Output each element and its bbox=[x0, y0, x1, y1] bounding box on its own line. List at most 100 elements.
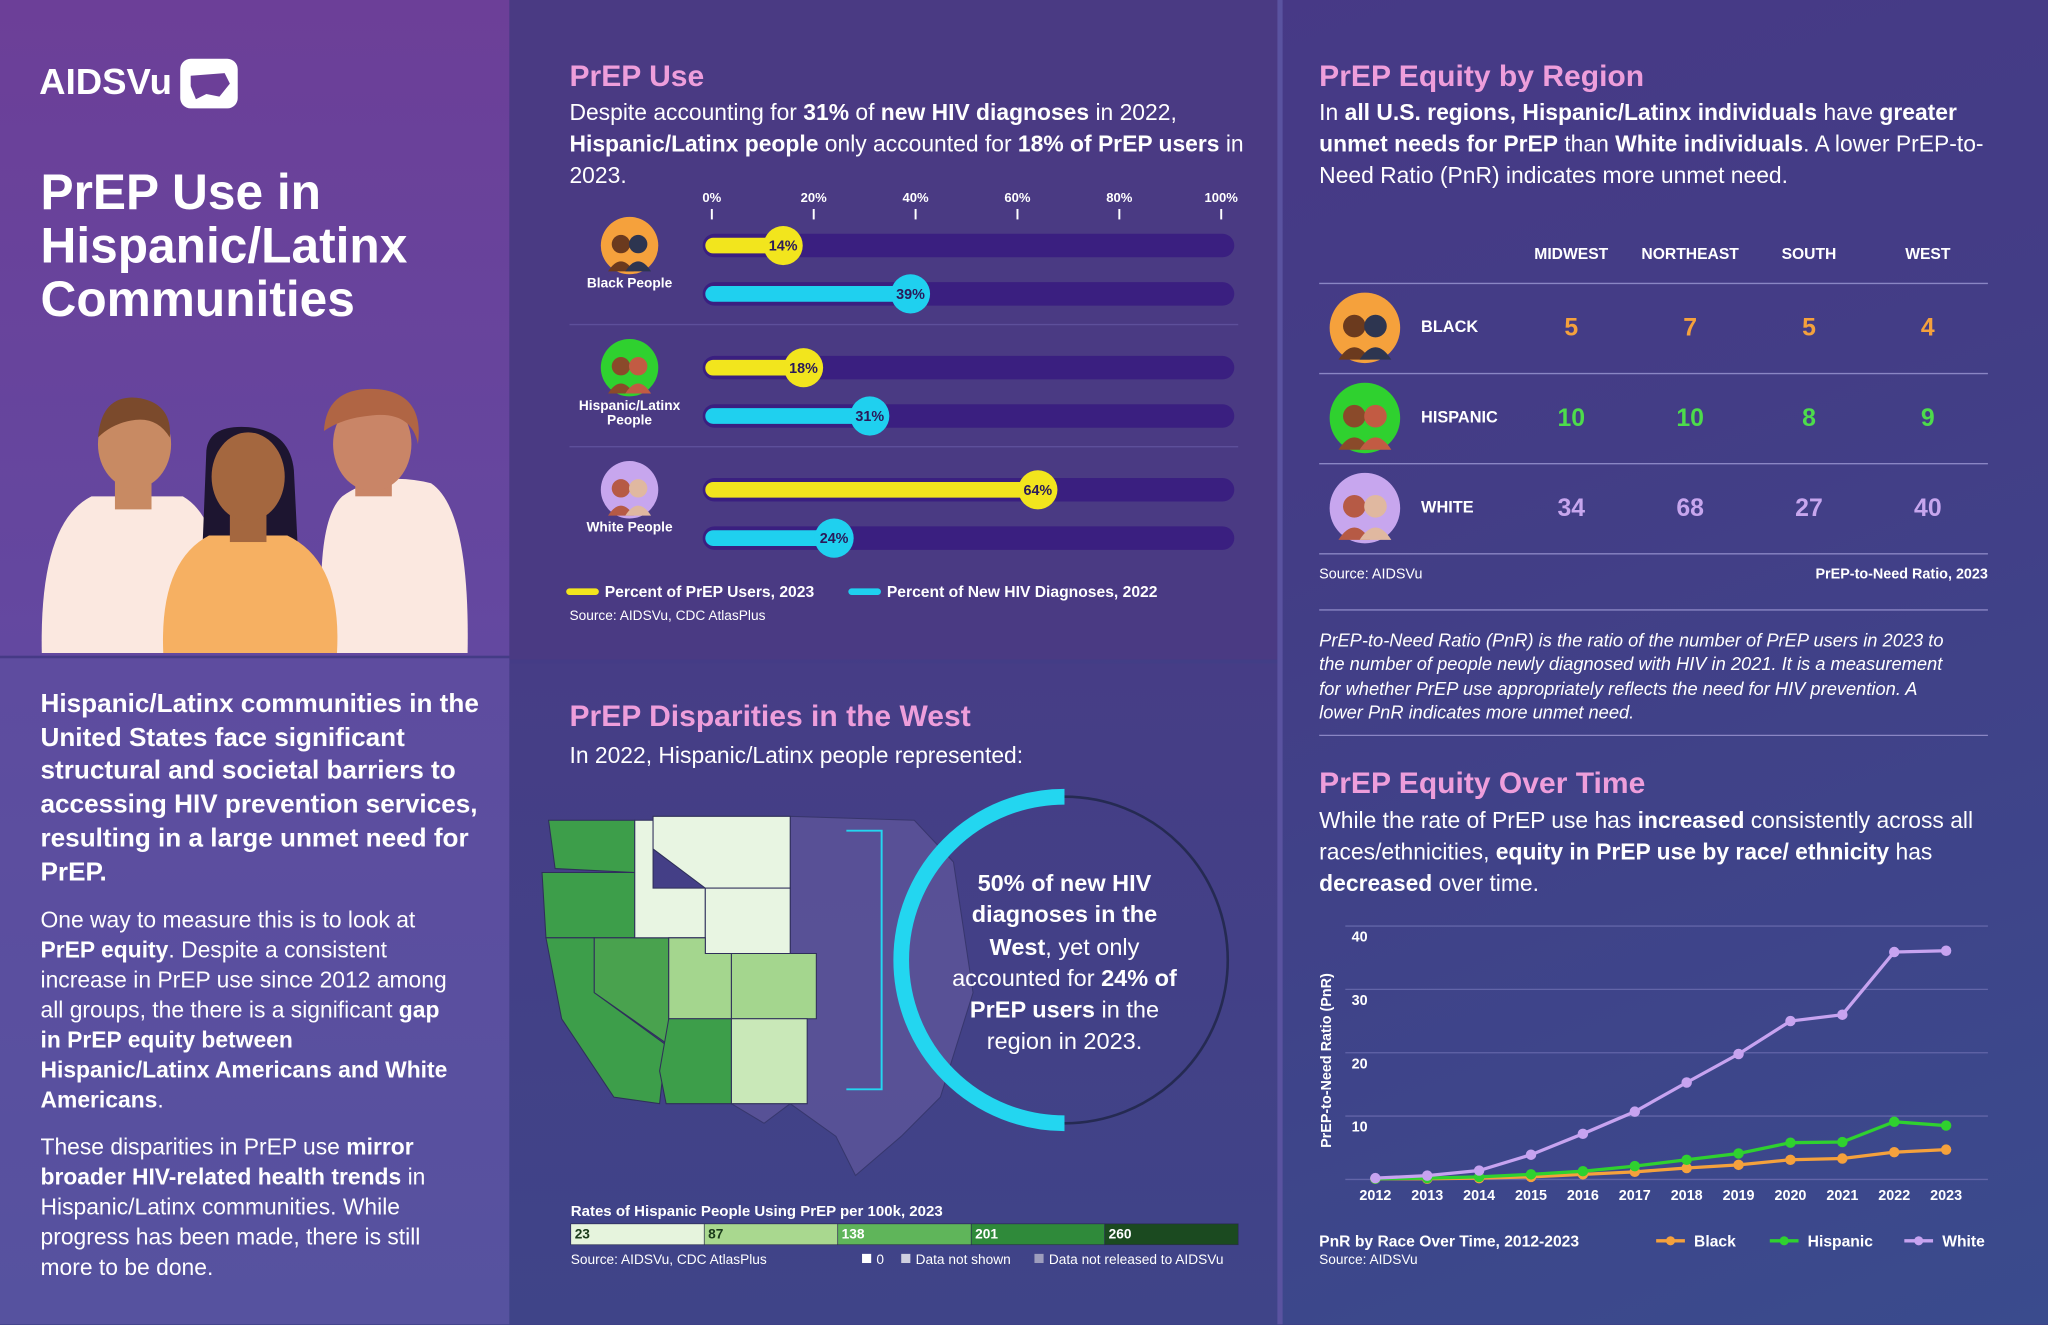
y-tick-label: 30 bbox=[1352, 993, 1368, 1009]
legend-swatch bbox=[901, 1253, 911, 1264]
text-run: One way to measure this is to look at bbox=[40, 906, 416, 933]
bold-run: 24% of PrEP users bbox=[969, 965, 1177, 1023]
legend-label: White bbox=[1942, 1233, 1985, 1250]
cell: 4 bbox=[1921, 315, 1935, 342]
text-run: consistently across all races/ethnicitie… bbox=[1319, 807, 1974, 865]
bar bbox=[705, 530, 835, 546]
data-label: 64% bbox=[1023, 483, 1052, 499]
bracket bbox=[846, 829, 883, 1091]
note: PrEP-to-Need Ratio (PnR) is the ratio of… bbox=[1319, 629, 1944, 723]
icon bbox=[1359, 527, 1392, 540]
point bbox=[1940, 1120, 1952, 1131]
x-tick-label: 2021 bbox=[1826, 1188, 1858, 1204]
point bbox=[1577, 1165, 1589, 1177]
value-bubble bbox=[1018, 470, 1058, 510]
text-run: in Hispanic/Latinx communities. While pr… bbox=[40, 1163, 426, 1280]
section-subtitle: In 2022, Hispanic/Latinx people represen… bbox=[569, 741, 1024, 768]
x-tick-label: 0% bbox=[702, 190, 721, 205]
point bbox=[1733, 1159, 1744, 1171]
legend-bin-label: 138 bbox=[842, 1227, 865, 1242]
bar bbox=[705, 481, 1038, 498]
data-label: 18% bbox=[789, 361, 818, 377]
text-run: in the region in 2023. bbox=[986, 996, 1160, 1055]
point bbox=[1940, 945, 1952, 956]
bold-run: 31% bbox=[803, 99, 850, 126]
value-bubble bbox=[814, 518, 854, 558]
text-run: in 2023. bbox=[569, 130, 1244, 189]
icon bbox=[628, 357, 648, 376]
value-bubble bbox=[783, 348, 824, 388]
table-source: Source: AIDSVu bbox=[1319, 566, 1423, 583]
point bbox=[1422, 1170, 1433, 1181]
bar bbox=[705, 359, 804, 376]
point bbox=[1525, 1149, 1537, 1160]
row-label: HISPANIC bbox=[1421, 408, 1498, 426]
x-tick-label: 2023 bbox=[1930, 1188, 1962, 1204]
icon bbox=[625, 261, 652, 272]
point bbox=[1577, 1128, 1589, 1140]
left-bottom-panel bbox=[0, 658, 510, 1325]
section-heading: PrEP Equity by Region bbox=[1319, 58, 1645, 93]
x-tick-label: 2016 bbox=[1567, 1188, 1599, 1204]
cell: 40 bbox=[1914, 495, 1942, 522]
text-run: over time. bbox=[1432, 869, 1539, 896]
legend-bin-label: 201 bbox=[975, 1227, 998, 1242]
legend-bin bbox=[570, 1223, 705, 1246]
x-tick-label: 80% bbox=[1106, 190, 1133, 205]
source: Source: AIDSVu, CDC AtlasPlus bbox=[569, 608, 765, 623]
legend-bin bbox=[703, 1223, 839, 1246]
text-run: , yet only accounted for bbox=[952, 933, 1140, 992]
bold-run: all U.S. regions, Hispanic/Latinx indivi… bbox=[1344, 99, 1818, 126]
y-tick-label: 20 bbox=[1352, 1056, 1368, 1072]
icon bbox=[1364, 495, 1387, 518]
row-label: WHITE bbox=[1421, 498, 1474, 516]
section-heading: PrEP Equity Over Time bbox=[1319, 765, 1646, 800]
y-tick-label: 40 bbox=[1352, 930, 1368, 946]
bold-run: Hispanic/Latinx people bbox=[569, 130, 819, 157]
y-tick-label: 10 bbox=[1352, 1120, 1368, 1136]
point bbox=[1837, 1136, 1848, 1148]
value-bubble bbox=[850, 396, 890, 436]
bold-run: White individuals bbox=[1615, 130, 1804, 157]
legend-label: Hispanic bbox=[1808, 1233, 1874, 1250]
text-run: of bbox=[849, 99, 881, 126]
point bbox=[1681, 1077, 1692, 1088]
point bbox=[1681, 1154, 1692, 1166]
point bbox=[1473, 1165, 1485, 1176]
bold-run: 50% of new HIV diagnoses in the West bbox=[971, 869, 1158, 960]
table-lines bbox=[1319, 282, 1988, 736]
point bbox=[1889, 1146, 1900, 1158]
text-run: in 2022, bbox=[1089, 99, 1177, 126]
cell: 10 bbox=[1676, 405, 1704, 432]
icon bbox=[625, 383, 652, 394]
point bbox=[1785, 1015, 1796, 1027]
logo-text: AIDSVu bbox=[39, 61, 172, 102]
section-heading: PrEP Disparities in the West bbox=[569, 698, 971, 733]
source: Source: AIDSVu bbox=[1319, 1252, 1418, 1267]
bold-run: PrEP equity bbox=[40, 936, 169, 963]
x-tick-label: 2022 bbox=[1878, 1188, 1910, 1204]
data-label: 39% bbox=[896, 287, 925, 303]
main-title: PrEP Use in Hispanic/Latinx Communities bbox=[40, 165, 408, 328]
column-header: MIDWEST bbox=[1534, 246, 1608, 263]
cell: 9 bbox=[1921, 405, 1935, 432]
cell: 10 bbox=[1557, 405, 1585, 432]
section-text: In all U.S. regions, Hispanic/Latinx ind… bbox=[1319, 97, 2011, 191]
text-run: In bbox=[1319, 99, 1345, 126]
icon bbox=[628, 479, 648, 498]
point bbox=[1681, 1162, 1692, 1174]
legend-note: Data not shown bbox=[916, 1252, 1011, 1267]
point bbox=[1940, 1144, 1952, 1155]
x-tick-label: 60% bbox=[1004, 190, 1031, 205]
text-run: Despite accounting for bbox=[569, 99, 804, 126]
x-tick-label: 2020 bbox=[1774, 1188, 1806, 1204]
icon bbox=[611, 234, 631, 254]
legend-swatch bbox=[862, 1253, 872, 1264]
bar-track bbox=[702, 233, 1235, 258]
logo-map bbox=[190, 73, 230, 100]
bold-run: mirror broader HIV-related health trends bbox=[40, 1133, 414, 1190]
intro-paragraph: One way to measure this is to look at Pr… bbox=[40, 905, 458, 1115]
